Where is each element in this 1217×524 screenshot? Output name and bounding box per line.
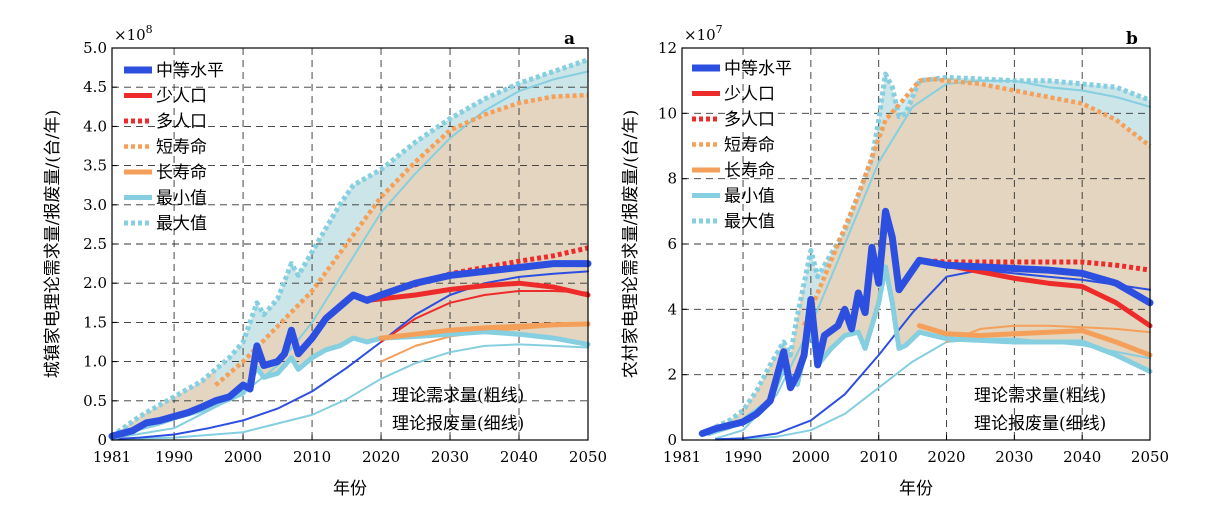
x-tick-label: 2020	[362, 448, 400, 466]
y-ticks-a: 0 0.5 1.0 1.5 2.0 2.5 3.0 3.5 4.0 4.5 5.0	[83, 39, 117, 449]
y-tick-label: 0	[97, 431, 107, 449]
y-tick-label: 0.5	[83, 392, 107, 410]
note-scrap-b: 理论报废量(细线)	[974, 414, 1106, 434]
y-tick-label: 2	[667, 366, 677, 384]
series-line-short-life-demand	[214, 92, 589, 387]
y-tick-label: 4.0	[83, 117, 107, 135]
x-tick-label: 1990	[724, 448, 762, 466]
x-axis-label-a: 年份	[333, 479, 367, 499]
legend-label-max: 最大值	[156, 214, 207, 234]
note-demand-a: 理论需求量(粗线)	[392, 386, 524, 406]
legend-label-max: 最大值	[724, 212, 775, 232]
x-tick-label: 2000	[224, 448, 262, 466]
legend-label-long-life: 长寿命	[724, 161, 775, 181]
band-fill-upper	[804, 74, 1150, 326]
series-line-short-life-demand	[802, 76, 1152, 327]
y-tick-label: 8	[667, 170, 677, 188]
y-axis-label-b: 农村家电理论需求量/报废量/(台/年)	[621, 110, 641, 378]
grid-a	[112, 48, 588, 440]
legend-label-min: 最小值	[156, 189, 207, 209]
multiplier-b: ×107	[684, 23, 723, 44]
series-line-min-scrap	[111, 343, 589, 441]
x-tick-label: 2010	[860, 448, 898, 466]
legend-label-low-pop: 少人口	[156, 87, 207, 107]
legend-label-low-pop: 少人口	[724, 85, 775, 105]
legend-label-high-pop: 多人口	[156, 112, 207, 132]
series-line-medium-demand	[698, 207, 1154, 437]
x-tick-label: 2030	[995, 448, 1033, 466]
legend-label-medium: 中等水平	[724, 59, 792, 79]
series-line-max-scrap	[714, 79, 1151, 440]
y-axis-label-a: 城镇家电理论需求量/报废量/(台/年)	[43, 110, 63, 378]
y-tick-label: 5.0	[83, 39, 107, 57]
panel-label-a: a	[564, 29, 575, 49]
x-tick-label: 2040	[1063, 448, 1101, 466]
series-line-long-life-demand	[378, 321, 591, 341]
series-line-low-pop-demand	[364, 280, 591, 303]
y-tick-label: 3.0	[83, 196, 107, 214]
series-line-long-life-demand	[916, 323, 1153, 358]
series-group-a	[108, 57, 592, 441]
x-tick-label: 1981	[663, 448, 701, 466]
x-tick-label: 2050	[569, 448, 607, 466]
chart-panel-b: 1981 1990 2000 2010 2020 2030 2040 2050 0 2 4 6 8 10…	[621, 23, 1169, 499]
series-line-min-scrap	[714, 337, 1151, 441]
note-demand-b: 理论需求量(粗线)	[974, 386, 1106, 406]
series-line-long-life-scrap	[945, 324, 1151, 343]
x-tick-label: 2000	[792, 448, 830, 466]
legend-label-medium: 中等水平	[156, 61, 224, 81]
x-tick-label: 2050	[1131, 448, 1169, 466]
legend-label-long-life: 长寿命	[156, 163, 207, 183]
series-line-max-demand	[110, 57, 589, 439]
y-tick-label: 4.5	[83, 78, 107, 96]
multiplier-a: ×108	[114, 23, 153, 44]
series-line-low-pop-scrap	[380, 290, 589, 343]
series-group-b	[698, 71, 1154, 441]
series-line-medium-scrap	[714, 269, 1151, 441]
band-fill	[112, 59, 588, 439]
y-tick-label: 1.5	[83, 313, 107, 331]
chart-panel-a: 1981 1990 2000 2010 2020 2030 2040 2050 0 0.5 1.0…	[43, 23, 607, 499]
panel-label-b: b	[1126, 29, 1138, 49]
y-tick-label: 1.0	[83, 353, 107, 371]
x-tick-label: 2030	[431, 448, 469, 466]
x-tick-label: 2020	[927, 448, 965, 466]
x-tick-label: 2010	[293, 448, 331, 466]
x-tick-label: 1990	[155, 448, 193, 466]
band-fill-a	[112, 59, 588, 439]
x-ticks-b: 1981 1990 2000 2010 2020 2030 2040 2050	[663, 435, 1169, 466]
x-ticks-a: 1981 1990 2000 2010 2020 2030 2040 2050	[93, 435, 607, 466]
legend-label-short-life: 短寿命	[724, 136, 775, 156]
x-tick-label: 2040	[500, 448, 538, 466]
legend-label-min: 最小值	[724, 187, 775, 207]
series-line-high-pop-demand	[919, 257, 1151, 273]
y-tick-label: 4	[667, 300, 677, 318]
series-line-max-demand	[708, 71, 1151, 433]
y-tick-label: 0	[667, 431, 677, 449]
y-ticks-b: 0 2 4 6 8 10 12	[658, 39, 687, 449]
legend-label-short-life: 短寿命	[156, 138, 207, 158]
series-line-medium-demand	[108, 260, 592, 440]
band-fill-upper	[215, 59, 588, 386]
y-tick-label: 6	[667, 235, 677, 253]
legend-label-high-pop: 多人口	[724, 110, 775, 130]
x-axis-label-b: 年份	[899, 479, 933, 499]
y-tick-label: 3.5	[83, 157, 107, 175]
note-scrap-a: 理论报废量(细线)	[392, 414, 524, 434]
x-tick-label: 1981	[93, 448, 131, 466]
series-line-medium-scrap	[111, 270, 589, 441]
y-tick-label: 10	[658, 104, 677, 122]
y-tick-label: 12	[658, 39, 677, 57]
y-tick-label: 2.5	[83, 235, 107, 253]
y-tick-label: 2.0	[83, 274, 107, 292]
